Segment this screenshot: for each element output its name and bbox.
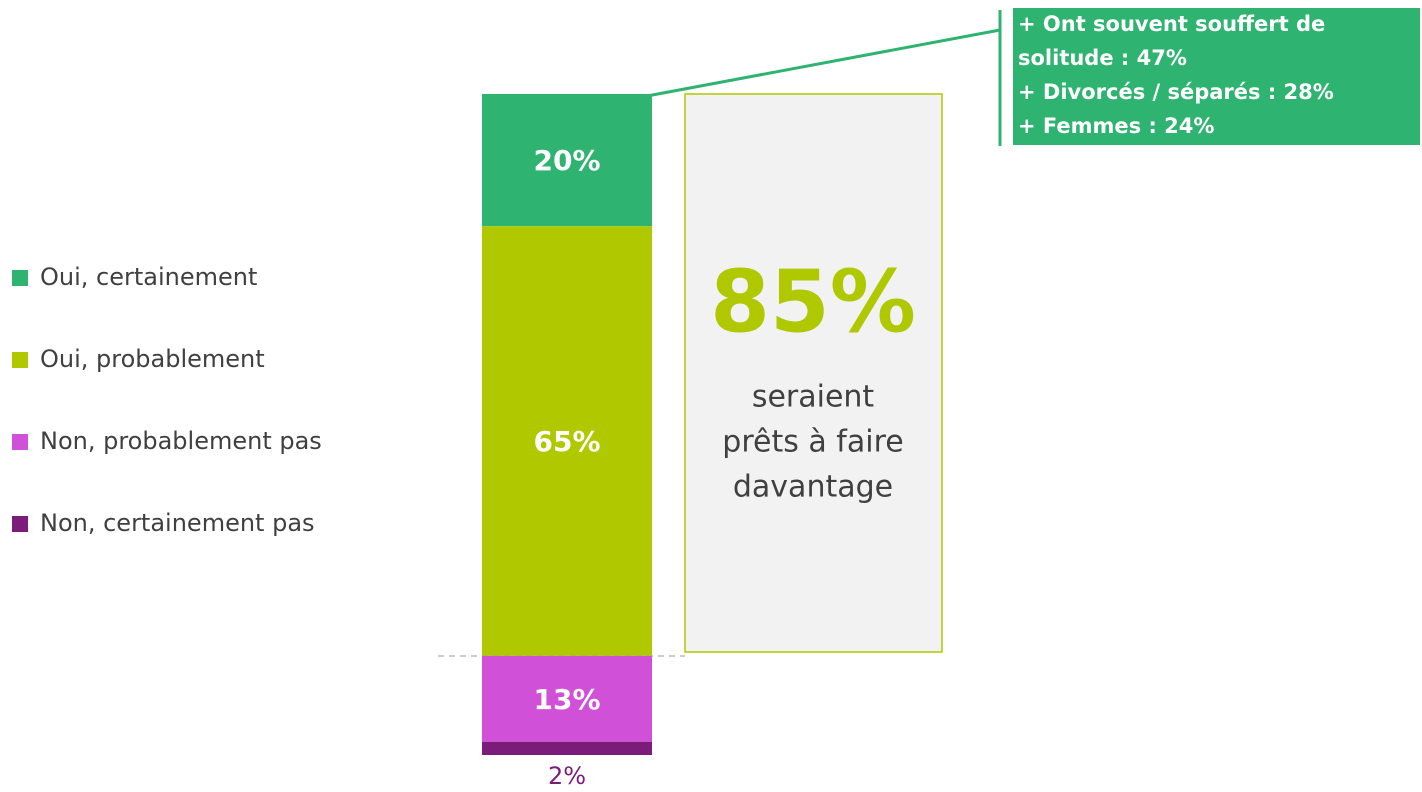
value-label: 65% bbox=[533, 425, 600, 458]
highlight-text: seraient bbox=[752, 380, 875, 415]
highlight-text: davantage bbox=[733, 470, 893, 505]
legend-swatch bbox=[12, 516, 28, 532]
legend-swatch bbox=[12, 270, 28, 286]
bar-segment bbox=[482, 226, 652, 656]
legend-label: Non, certainement pas bbox=[40, 509, 315, 537]
value-label: 2% bbox=[548, 762, 586, 790]
callout-text: + Ont souvent souffert de bbox=[1018, 12, 1325, 36]
legend-label: Oui, certainement bbox=[40, 263, 257, 291]
callout-text: + Divorcés / séparés : 28% bbox=[1018, 80, 1334, 104]
highlight-value: 85% bbox=[710, 252, 916, 352]
legend-label: Non, probablement pas bbox=[40, 427, 322, 455]
bar-segment bbox=[482, 94, 652, 227]
highlight-text: prêts à faire bbox=[722, 425, 903, 460]
callout-connector bbox=[646, 28, 1001, 98]
highlight-box bbox=[684, 93, 943, 653]
callout-text: + Femmes : 24% bbox=[1018, 114, 1214, 138]
legend-swatch bbox=[12, 434, 28, 450]
value-label: 13% bbox=[533, 683, 600, 716]
bar-segment bbox=[482, 655, 652, 742]
legend-label: Oui, probablement bbox=[40, 345, 265, 373]
callout-text: solitude : 47% bbox=[1018, 46, 1187, 70]
legend-swatch bbox=[12, 352, 28, 368]
bar-segment bbox=[482, 741, 652, 755]
callout-box bbox=[1013, 8, 1420, 145]
value-label: 20% bbox=[533, 144, 600, 177]
